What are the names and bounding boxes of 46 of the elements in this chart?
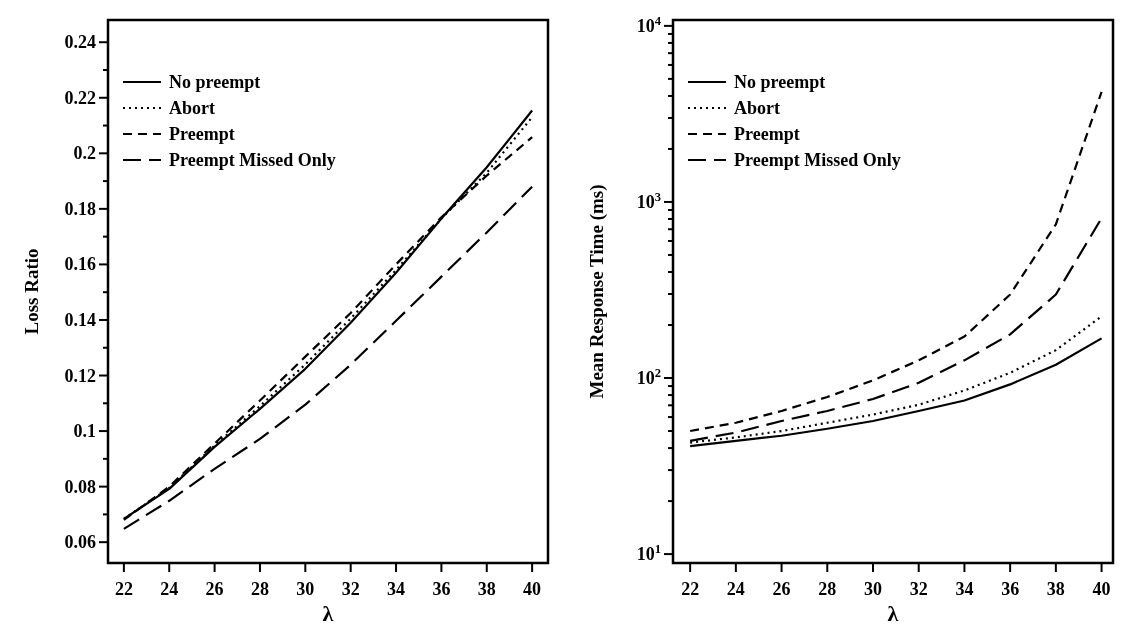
y-tick-label: 0.2 [73, 143, 96, 164]
y-tick-label: 0.06 [64, 532, 96, 553]
y-tick-label: 0.22 [64, 87, 96, 108]
legend-label: Abort [734, 98, 780, 118]
x-tick-label: 38 [1046, 579, 1065, 599]
x-tick-label: 28 [250, 579, 269, 599]
x-tick-label: 22 [114, 579, 133, 599]
y-tick-label: 10$^{1}$ [636, 542, 661, 565]
x-tick-label: 32 [909, 579, 928, 599]
y-tick-label: 10$^{2}$ [636, 366, 661, 389]
x-tick-label: 26 [205, 579, 224, 599]
x-tick-label: 24 [160, 579, 179, 599]
legend-label: Preempt Missed Only [734, 150, 901, 170]
x-tick-label: 38 [477, 579, 496, 599]
y-tick-label: 0.1 [73, 421, 96, 442]
legend-label: Preempt Missed Only [169, 150, 336, 170]
legend-label: Preempt [734, 124, 800, 144]
x-tick-label: 40 [523, 579, 542, 599]
x-tick-label: 28 [818, 579, 837, 599]
x-tick-label: 24 [726, 579, 745, 599]
legend-label: Abort [169, 98, 215, 118]
x-tick-label: 22 [681, 579, 700, 599]
y-tick-label: 10$^{4}$ [636, 13, 662, 36]
y-tick-label: 0.14 [64, 309, 96, 330]
x-tick-label: 36 [1001, 579, 1020, 599]
legend-label: No preempt [734, 72, 826, 92]
legend-label: Preempt [169, 124, 235, 144]
y-tick-label: 0.12 [64, 365, 96, 386]
x-tick-label: 34 [387, 579, 406, 599]
y-axis-title: Loss Ratio [21, 248, 42, 335]
x-tick-label: 34 [955, 579, 974, 599]
x-tick-label: 40 [1092, 579, 1111, 599]
x-tick-label: 30 [296, 579, 315, 599]
x-tick-label: 36 [432, 579, 451, 599]
y-tick-label: 0.18 [64, 198, 96, 219]
x-axis-title: λ [887, 601, 899, 626]
y-tick-label: 0.24 [64, 32, 96, 53]
y-tick-label: 0.16 [64, 254, 96, 275]
x-tick-label: 32 [341, 579, 360, 599]
y-tick-label: 0.08 [64, 476, 96, 497]
x-axis-title: λ [322, 601, 334, 626]
y-tick-label: 10$^{3}$ [636, 189, 661, 212]
x-tick-label: 26 [772, 579, 791, 599]
legend-label: No preempt [169, 72, 261, 92]
x-tick-label: 30 [864, 579, 882, 599]
y-axis-title: Mean Response Time (ms) [586, 184, 608, 399]
